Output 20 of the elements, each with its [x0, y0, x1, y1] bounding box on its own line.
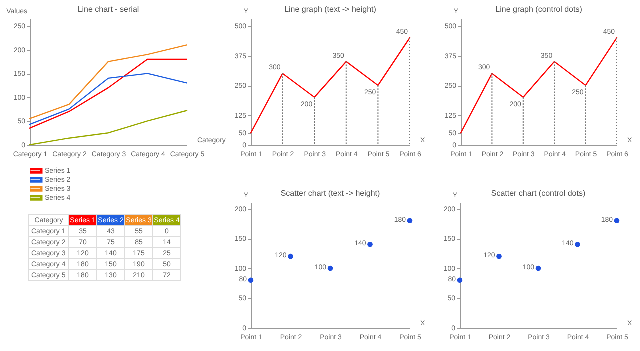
chart-title: Scatter chart (control dots)	[491, 189, 586, 198]
point	[328, 266, 334, 272]
point	[288, 254, 294, 260]
point	[407, 218, 413, 224]
point	[575, 242, 580, 248]
point	[614, 218, 620, 224]
line-series	[29, 73, 188, 126]
point	[248, 278, 254, 284]
line-series	[29, 44, 188, 120]
line-series	[460, 37, 618, 134]
chart-title: Line chart - serial	[78, 5, 140, 14]
line-series	[250, 37, 411, 134]
chart-title: Line graph (text -> height)	[284, 5, 376, 14]
point	[536, 266, 542, 272]
point	[457, 278, 463, 284]
chart-title: Scatter chart (text -> height)	[280, 189, 380, 198]
point	[496, 254, 502, 260]
point	[368, 242, 373, 248]
chart-title: Line graph (control dots)	[496, 5, 582, 14]
line-series	[29, 58, 188, 129]
